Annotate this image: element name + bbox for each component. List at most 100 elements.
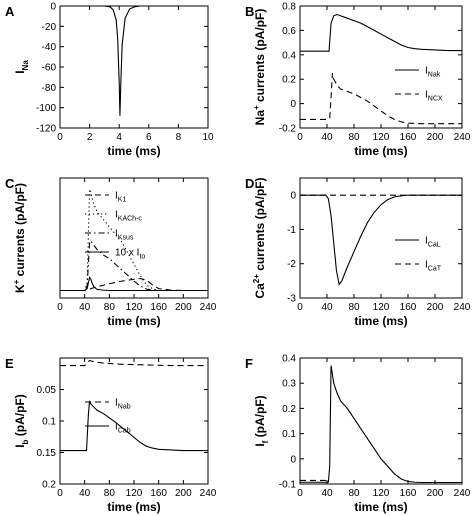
y-tick-label: -1: [287, 225, 296, 236]
y-tick-label: 0: [290, 99, 296, 110]
x-axis-label: time (ms): [354, 144, 407, 158]
legend-label: ICaL: [425, 236, 441, 249]
plot-frame: [299, 357, 463, 485]
legend-label-sub: K1: [118, 197, 127, 204]
y-tick-label: -40: [42, 42, 57, 53]
y-axis-label: Ca2+ currents (pA/pF): [252, 177, 267, 298]
legend-label-main: I: [115, 210, 118, 221]
series-line: [300, 365, 332, 483]
y-tick-label: -20: [42, 22, 57, 33]
legend-label-sub: Cab: [118, 428, 131, 435]
y-axis-label: Na+ currents (pA/pF): [252, 9, 267, 126]
x-tick-label: 120: [373, 302, 390, 313]
series-line: [60, 359, 208, 367]
x-tick-label: 240: [200, 302, 217, 313]
legend-label: 10 x Ito: [115, 248, 145, 261]
x-tick-label: 6: [146, 132, 152, 143]
legend-label-main: I: [115, 229, 118, 240]
y-tick-label: 0.4: [282, 50, 296, 61]
legend-label: IKACh-c: [115, 210, 142, 223]
series-line: [330, 365, 462, 484]
y-tick-label: 0.4: [282, 354, 296, 365]
plot-frame: [59, 177, 209, 299]
y-tick-label: 0: [50, 2, 56, 13]
x-tick-label: 200: [427, 132, 444, 143]
y-axis-label: Ib (pA/pF): [13, 394, 30, 448]
x-tick-label: 40: [79, 302, 91, 313]
y-tick-label: 0: [290, 191, 296, 202]
y-tick-label: 0.1: [282, 429, 296, 440]
x-tick-label: 240: [200, 488, 217, 499]
x-tick-label: 8: [176, 132, 182, 143]
series-line: [300, 194, 462, 286]
legend-label: INCX: [425, 90, 443, 103]
legend-label-sub: Nab: [118, 404, 131, 411]
x-tick-label: 160: [400, 302, 417, 313]
x-tick-label: 0: [57, 132, 63, 143]
x-tick-label: 240: [454, 488, 471, 499]
plot-frame: [299, 5, 463, 129]
legend-label-sub: to: [139, 254, 145, 261]
series-line: [60, 240, 208, 292]
legend-label: INab: [115, 398, 131, 411]
y-label-sup: +: [252, 105, 261, 110]
panel-b: 0 40 80 120 160 200 2400.80.60.40.20-0.2Btime …: [245, 2, 471, 159]
y-tick-label: -100: [36, 103, 56, 114]
y-tick-label: -80: [42, 83, 57, 94]
legend-label: IK1: [115, 191, 126, 204]
legend-label-main: 10 x I: [115, 248, 139, 259]
y-label-rest: currents (pA/pF): [253, 9, 267, 106]
x-tick-label: 0: [57, 302, 63, 313]
x-tick-label: 80: [348, 132, 360, 143]
x-tick-label: 2: [87, 132, 93, 143]
x-tick-label: 0: [297, 302, 303, 313]
y-label-main: I: [13, 70, 27, 73]
x-tick-label: 10: [202, 132, 214, 143]
plot-frame: [59, 357, 209, 485]
legend-label: INak: [425, 66, 441, 79]
x-axis-label: time (ms): [354, 500, 407, 514]
series-line: [300, 72, 462, 125]
legend-label-main: I: [115, 422, 118, 433]
x-tick-label: 160: [150, 488, 167, 499]
x-tick-label: 40: [321, 302, 333, 313]
legend-label: ICaT: [425, 260, 442, 273]
y-tick-label: -0.1: [279, 480, 297, 491]
plot-frame: [59, 5, 209, 129]
x-tick-label: 0: [57, 488, 63, 499]
y-label-main: I: [253, 443, 267, 446]
x-axis-label: time (ms): [107, 144, 160, 158]
legend-label-sub: KACh-c: [118, 216, 143, 223]
y-tick-label: 0.15: [37, 448, 57, 459]
x-tick-label: 0: [297, 488, 303, 499]
y-label-main: Ca: [253, 283, 267, 299]
legend-label-sub: CaL: [428, 242, 441, 249]
x-tick-label: 80: [104, 488, 116, 499]
y-label-sup: 2+: [252, 274, 261, 283]
x-tick-label: 40: [321, 132, 333, 143]
series-line: [60, 275, 208, 292]
x-tick-label: 160: [400, 488, 417, 499]
legend-label-sub: NCX: [428, 96, 443, 103]
x-tick-label: 0: [297, 132, 303, 143]
x-tick-label: 120: [373, 132, 390, 143]
series-line: [60, 400, 208, 452]
panel-letter: A: [5, 4, 15, 19]
x-tick-label: 160: [400, 132, 417, 143]
x-axis-label: time (ms): [107, 500, 160, 514]
x-tick-label: 200: [427, 488, 444, 499]
y-tick-label: 0.3: [282, 379, 296, 390]
x-tick-label: 120: [126, 488, 143, 499]
y-label-rest: currents (pA/pF): [253, 177, 267, 274]
x-tick-label: 80: [348, 488, 360, 499]
series-line: [300, 13, 462, 52]
legend-label-sub: Ksus: [118, 235, 134, 242]
y-label-main: Na: [253, 110, 267, 126]
legend-label-sub: CaT: [428, 266, 442, 273]
y-label-rest: (pA/pF): [253, 395, 267, 440]
legend-label-main: I: [115, 191, 118, 202]
legend-label: IKsus: [115, 229, 134, 242]
y-label-rest: (pA/pF): [13, 394, 27, 439]
x-tick-label: 240: [454, 132, 471, 143]
